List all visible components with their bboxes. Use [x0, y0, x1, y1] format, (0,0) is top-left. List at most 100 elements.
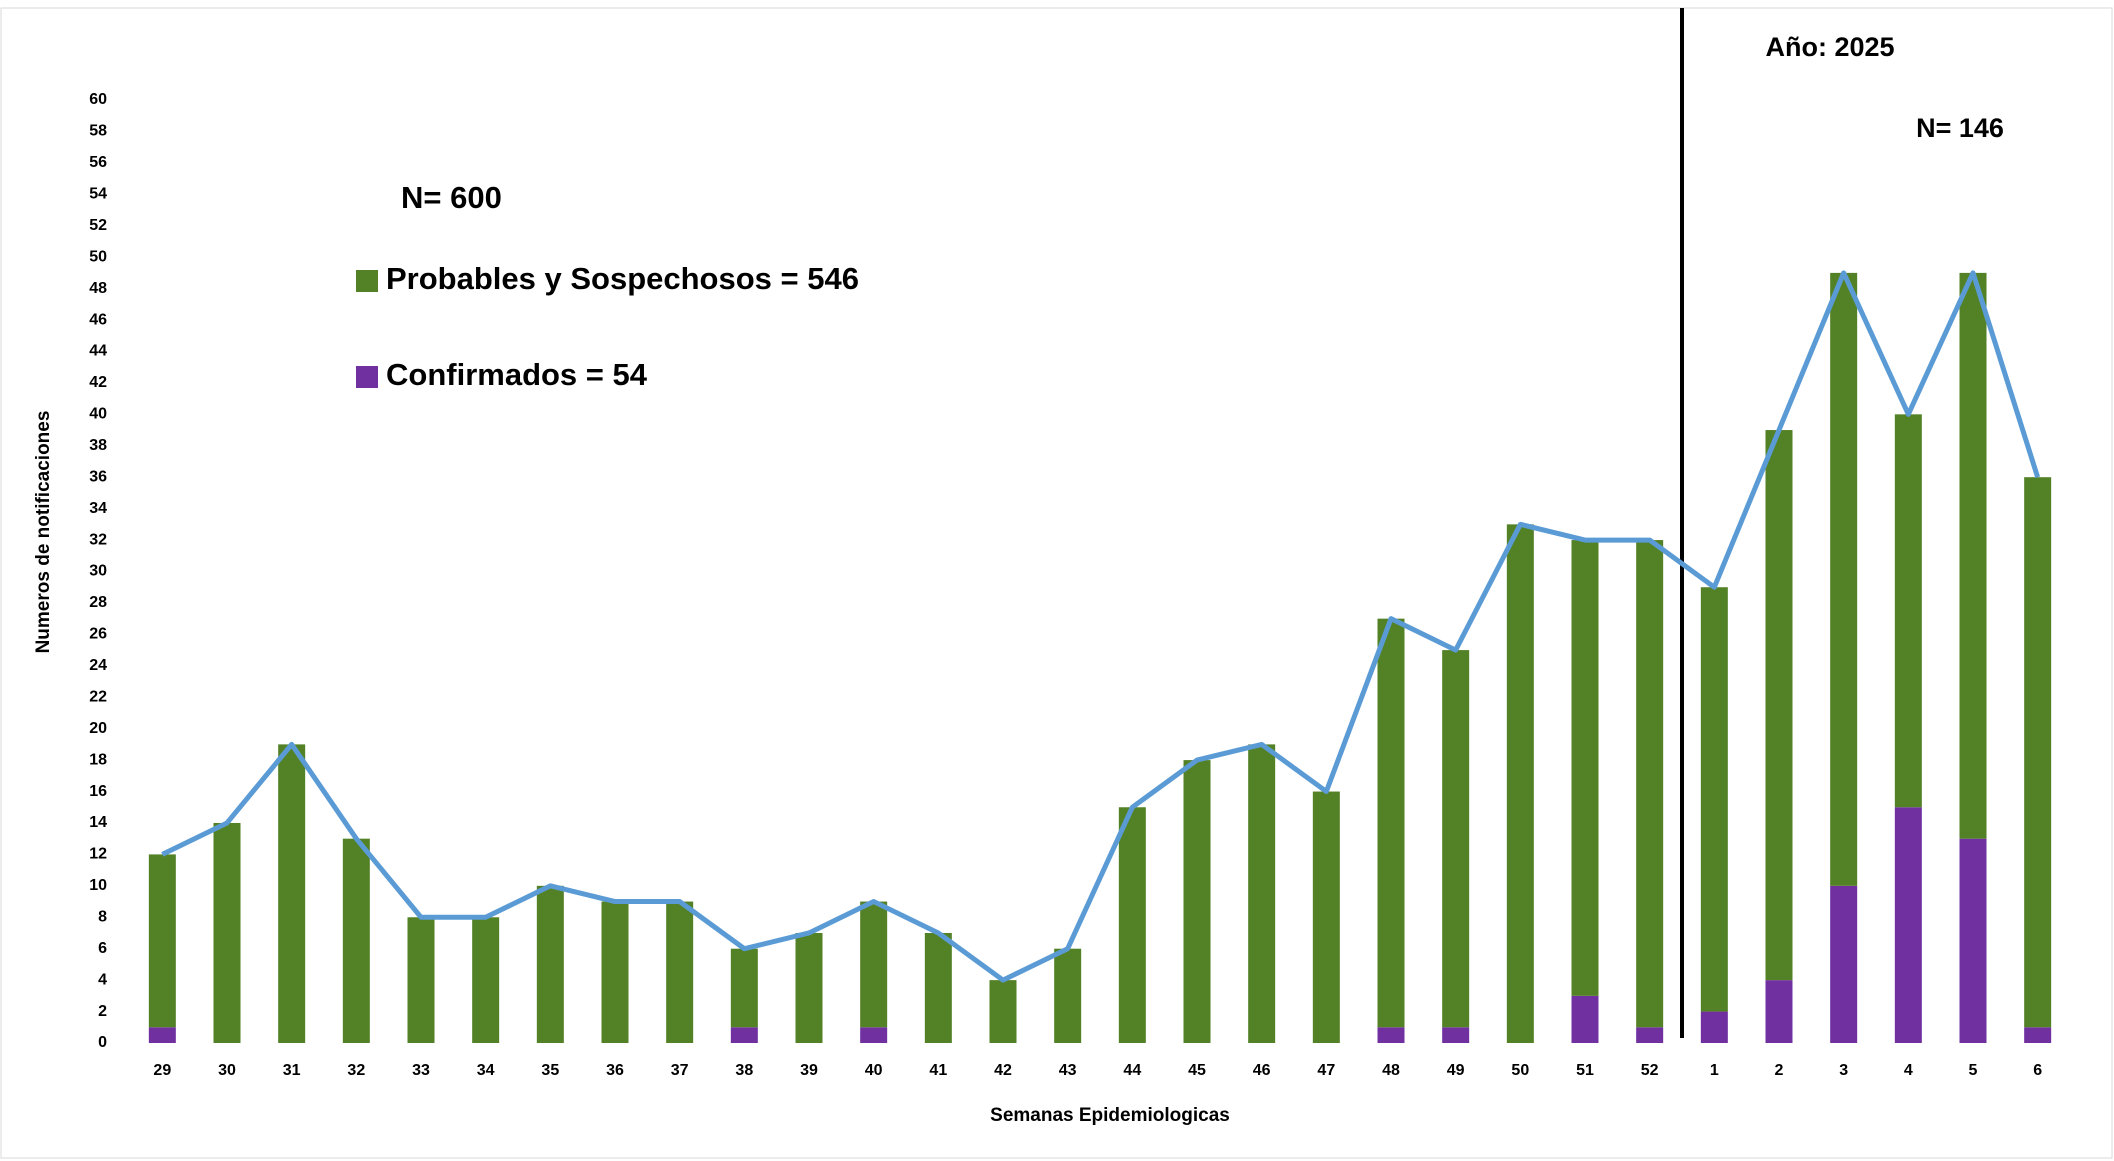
- y-tick-label: 58: [89, 123, 107, 140]
- x-tick-label: 50: [1511, 1062, 1529, 1079]
- bar-segment: [1830, 273, 1857, 886]
- bar-segment: [214, 823, 241, 1043]
- bar-segment: [1895, 414, 1922, 807]
- bar-segment: [472, 917, 499, 1043]
- chart: Año: 2025 N= 146 N= 600 Semanas Epidemio…: [0, 0, 2114, 1161]
- x-tick-label: 43: [1059, 1062, 1077, 1079]
- x-tick-label: 2: [1775, 1062, 1784, 1079]
- n-annotation-2025: N= 146: [1916, 113, 2004, 143]
- y-tick-label: 60: [89, 91, 107, 108]
- x-tick-label: 51: [1576, 1062, 1594, 1079]
- y-tick-label: 20: [89, 720, 107, 737]
- bar-segment: [537, 886, 564, 1043]
- y-tick-label: 52: [89, 217, 107, 234]
- legend-label: Probables y Sospechosos = 546: [386, 261, 859, 296]
- bar-segment: [343, 839, 370, 1043]
- x-tick-label: 29: [153, 1062, 171, 1079]
- bar-segment: [731, 1027, 758, 1043]
- x-tick-label: 44: [1123, 1062, 1141, 1079]
- x-tick-label: 1: [1710, 1062, 1719, 1079]
- bar-segment: [2024, 1027, 2051, 1043]
- y-tick-label: 14: [89, 814, 107, 831]
- year-annotation: Año: 2025: [1765, 32, 1894, 62]
- bar-segment: [278, 744, 305, 1043]
- x-tick-label: 33: [412, 1062, 430, 1079]
- bar-segment: [925, 933, 952, 1043]
- y-axis-title: Numeros de notificaciones: [33, 411, 54, 654]
- x-tick-label: 39: [800, 1062, 818, 1079]
- y-tick-label: 48: [89, 280, 107, 297]
- bar-segment: [602, 902, 629, 1043]
- x-tick-label: 3: [1839, 1062, 1848, 1079]
- legend-label: Confirmados = 54: [386, 357, 648, 392]
- x-tick-label: 49: [1447, 1062, 1465, 1079]
- bar-segment: [1960, 273, 1987, 839]
- y-tick-label: 28: [89, 594, 107, 611]
- bar-segment: [1378, 1027, 1405, 1043]
- y-tick-label: 16: [89, 783, 107, 800]
- bar-segment: [149, 854, 176, 1027]
- x-tick-label: 35: [541, 1062, 559, 1079]
- x-tick-label: 48: [1382, 1062, 1400, 1079]
- y-tick-label: 6: [98, 940, 107, 957]
- x-tick-label: 38: [735, 1062, 753, 1079]
- x-axis-title: Semanas Epidemiologicas: [990, 1105, 1230, 1126]
- bar-segment: [149, 1027, 176, 1043]
- x-tick-label: 52: [1641, 1062, 1659, 1079]
- n-annotation-total: N= 600: [401, 180, 502, 215]
- bar-segment: [1830, 886, 1857, 1043]
- bar-segment: [731, 949, 758, 1028]
- y-tick-label: 38: [89, 437, 107, 454]
- legend-swatch: [356, 366, 378, 388]
- bar-segment: [1442, 1027, 1469, 1043]
- bar-segment: [1442, 650, 1469, 1027]
- bar-segment: [1572, 996, 1599, 1043]
- y-tick-label: 46: [89, 311, 107, 328]
- x-tick-label: 30: [218, 1062, 236, 1079]
- x-tick-label: 32: [347, 1062, 365, 1079]
- bar-segment: [1960, 839, 1987, 1043]
- bar-segment: [1636, 1027, 1663, 1043]
- y-tick-label: 44: [89, 343, 107, 360]
- y-tick-label: 10: [89, 877, 107, 894]
- bar-segment: [1184, 760, 1211, 1043]
- y-tick-label: 12: [89, 846, 107, 863]
- bar-segment: [1766, 430, 1793, 980]
- bar-segment: [666, 902, 693, 1043]
- x-tick-label: 47: [1317, 1062, 1335, 1079]
- bar-segment: [1636, 540, 1663, 1027]
- x-tick-label: 46: [1253, 1062, 1271, 1079]
- page: {"chart_data": {"type": "bar", "stacked"…: [0, 0, 2114, 1161]
- bar-segment: [1313, 792, 1340, 1043]
- bar-segment: [2024, 477, 2051, 1027]
- y-tick-label: 22: [89, 688, 107, 705]
- y-tick-label: 34: [89, 500, 107, 517]
- x-tick-label: 45: [1188, 1062, 1206, 1079]
- bar-segment: [796, 933, 823, 1043]
- y-tick-label: 32: [89, 531, 107, 548]
- bar-segment: [1119, 807, 1146, 1043]
- y-tick-label: 26: [89, 626, 107, 643]
- y-tick-label: 2: [98, 1003, 107, 1020]
- bar-segment: [1054, 949, 1081, 1043]
- bar-segment: [1572, 540, 1599, 996]
- bar-segment: [1895, 807, 1922, 1043]
- x-tick-label: 36: [606, 1062, 624, 1079]
- y-tick-label: 40: [89, 406, 107, 423]
- bar-segment: [1701, 1012, 1728, 1043]
- bar-segment: [1378, 619, 1405, 1028]
- y-tick-label: 24: [89, 657, 107, 674]
- y-tick-label: 54: [89, 186, 107, 203]
- x-tick-label: 40: [865, 1062, 883, 1079]
- bar-segment: [860, 1027, 887, 1043]
- y-tick-label: 0: [98, 1034, 107, 1051]
- bar-segment: [1248, 744, 1275, 1043]
- x-tick-label: 5: [1969, 1062, 1978, 1079]
- y-tick-label: 56: [89, 154, 107, 171]
- bar-segment: [1766, 980, 1793, 1043]
- legend-swatch: [356, 270, 378, 292]
- y-tick-label: 4: [98, 971, 107, 988]
- bar-segment: [990, 980, 1017, 1043]
- bar-segment: [860, 902, 887, 1028]
- y-tick-label: 42: [89, 374, 107, 391]
